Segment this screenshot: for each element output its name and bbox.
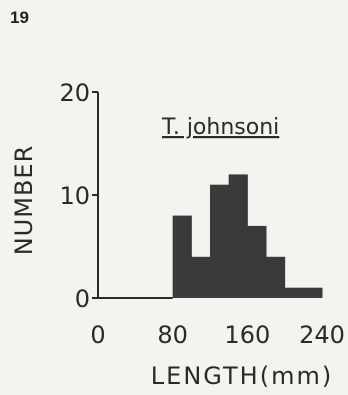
histogram-bar-7 [303, 287, 323, 298]
y-tick-label-2: 20 [59, 79, 90, 107]
chart-title: T. johnsoni [161, 115, 279, 140]
y-axis-ticks: 0 10 20 [59, 79, 98, 313]
histogram-bars [172, 174, 323, 298]
x-axis-label: LENGTH(mm) [151, 362, 333, 390]
x-tick-label-0: 0 [90, 321, 105, 349]
y-tick-label-1: 10 [59, 182, 90, 210]
y-tick-label-0: 0 [75, 285, 90, 313]
y-axis-label: NUMBER [10, 145, 38, 256]
histogram-bar-3 [228, 174, 248, 298]
histogram-bar-1 [191, 256, 211, 298]
histogram-bar-5 [266, 256, 286, 298]
x-tick-label-3: 240 [299, 321, 345, 349]
x-tick-label-1: 80 [157, 321, 188, 349]
figure-number: 19 [10, 8, 29, 27]
histogram-bar-6 [284, 287, 304, 298]
histogram-bar-4 [247, 225, 267, 298]
x-tick-label-2: 160 [224, 321, 270, 349]
x-axis-ticks: 0 80 160 240 [90, 321, 345, 349]
histogram-bar-0 [172, 215, 192, 298]
histogram-bar-2 [210, 184, 230, 298]
